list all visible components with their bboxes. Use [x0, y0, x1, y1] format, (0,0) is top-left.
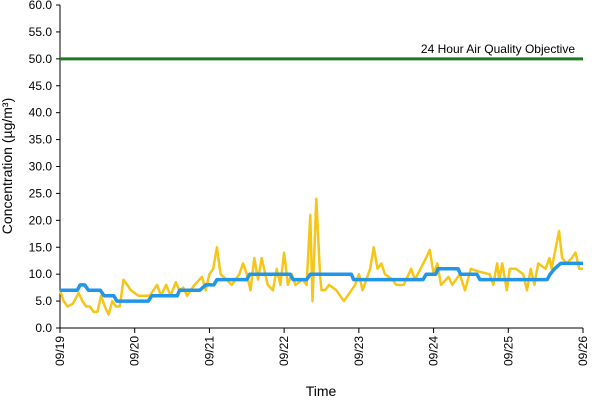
y-tick-label: 40.0	[29, 106, 53, 120]
x-tick-label: 09/22	[277, 336, 291, 366]
y-tick-label: 5.0	[35, 294, 52, 308]
y-axis-title: Concentration (µg/m³)	[0, 98, 15, 234]
y-tick-label: 15.0	[29, 240, 53, 254]
x-tick-label: 09/26	[576, 336, 590, 366]
x-tick-label: 09/19	[53, 336, 67, 366]
x-tick-label: 09/20	[128, 336, 142, 366]
y-tick-label: 55.0	[29, 25, 53, 39]
rolling-average-series-line	[60, 261, 583, 303]
x-tick-label: 09/25	[501, 336, 515, 366]
y-tick-label: 60.0	[29, 0, 53, 12]
y-tick-label: 20.0	[29, 213, 53, 227]
y-tick-label: 0.0	[35, 321, 52, 335]
y-tick-label: 50.0	[29, 52, 53, 66]
x-axis-title: Time	[306, 383, 337, 399]
y-tick-label: 35.0	[29, 133, 53, 147]
y-tick-label: 45.0	[29, 79, 53, 93]
x-tick-label: 09/23	[352, 336, 366, 366]
y-tick-label: 25.0	[29, 186, 53, 200]
x-tick-label: 09/24	[427, 336, 441, 366]
x-tick-label: 09/21	[202, 336, 216, 366]
objective-label: 24 Hour Air Quality Objective	[421, 42, 575, 56]
y-tick-label: 30.0	[29, 160, 53, 174]
hourly-series-line	[58, 197, 583, 316]
y-tick-label: 10.0	[29, 267, 53, 281]
